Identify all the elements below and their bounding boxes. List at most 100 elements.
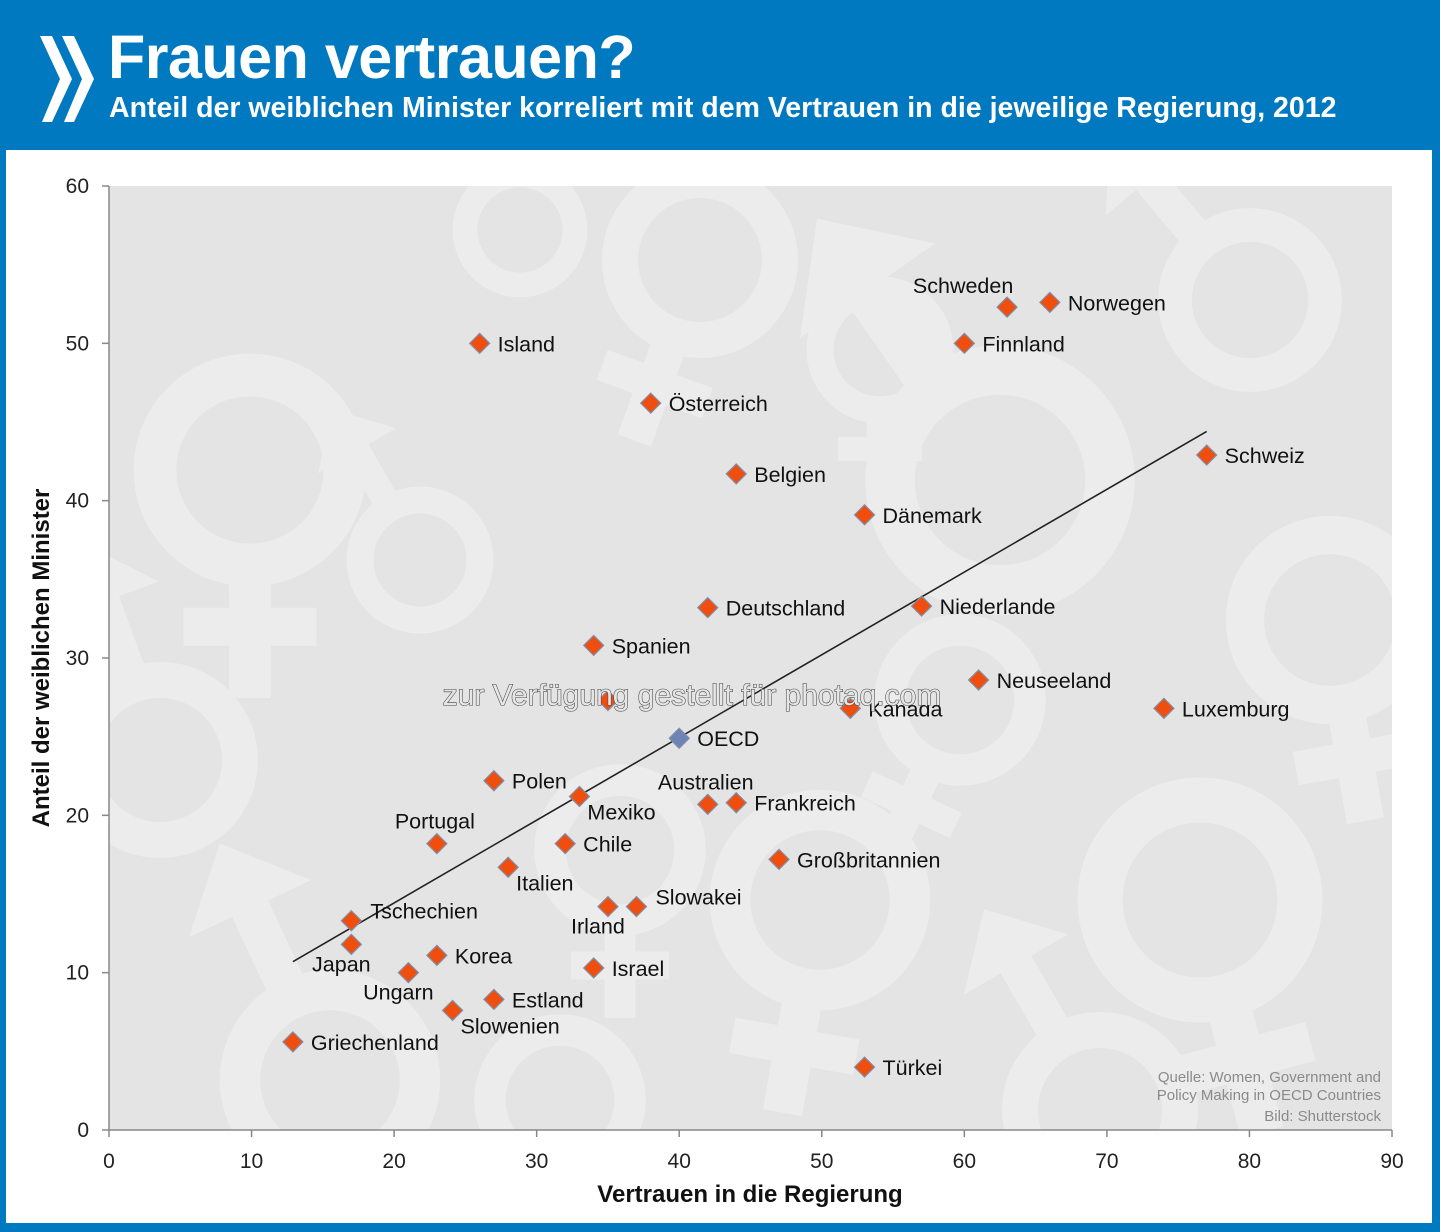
country-point (468, 332, 491, 355)
x-tick-label: 80 (1238, 1150, 1261, 1173)
source-line-1: Quelle: Women, Government and (1158, 1069, 1381, 1086)
country-point (839, 697, 862, 720)
y-tick-label: 10 (66, 962, 89, 985)
point-label: Korea (455, 944, 512, 968)
x-ticks: 0 10 20 30 40 50 60 70 80 90 (103, 1130, 1404, 1173)
country-point (725, 791, 748, 814)
male-symbol-icon (318, 409, 494, 634)
point-label: Österreich (669, 392, 768, 416)
point-label: Belgien (754, 463, 826, 487)
country-point (953, 332, 976, 355)
point-label: Deutschland (726, 597, 846, 621)
country-point (483, 988, 505, 1011)
x-tick-label: 30 (525, 1150, 548, 1173)
point-label: Japan (312, 952, 371, 976)
x-tick-label: 70 (1095, 1150, 1118, 1173)
country-point (910, 595, 933, 617)
x-tick-label: 20 (382, 1150, 405, 1173)
x-tick-label: 90 (1380, 1150, 1403, 1173)
y-axis-title: Anteil der weiblichen Minister (28, 489, 55, 828)
point-label: Luxemburg (1182, 697, 1290, 721)
country-point (497, 856, 520, 879)
y-tick-label: 40 (66, 490, 89, 513)
female-symbol-icon (709, 789, 931, 1117)
male-symbol-icon (1105, 186, 1342, 392)
country-point (696, 596, 719, 619)
x-tick-label: 50 (810, 1150, 833, 1173)
chart-subtitle: Anteil der weiblichen Minister korrelier… (109, 92, 1337, 124)
point-label: Italien (516, 871, 573, 895)
point-label: Polen (512, 770, 567, 794)
oecd-average-point (668, 727, 691, 750)
point-label: Australien (658, 770, 754, 794)
country-point (582, 957, 605, 979)
country-point (568, 785, 591, 808)
country-point (426, 832, 448, 855)
point-label: Slowakei (655, 886, 741, 910)
trendline (292, 430, 1208, 963)
point-label: Estland (512, 988, 584, 1012)
y-tick-label: 50 (66, 332, 89, 355)
x-tick-label: 40 (668, 1150, 691, 1173)
point-label: Finnland (982, 332, 1064, 356)
point-label: Chile (583, 833, 632, 857)
country-point (853, 503, 876, 526)
x-tick-label: 0 (103, 1150, 115, 1173)
y-tick-label: 60 (66, 175, 89, 198)
country-point (340, 909, 363, 932)
point-label: Ungarn (363, 981, 434, 1005)
point-label: Neuseeland (997, 669, 1112, 693)
source-note: Quelle: Women, Government and Policy Mak… (1157, 1069, 1382, 1125)
female-symbol-icon (1077, 777, 1323, 1130)
male-symbol-icon (188, 843, 441, 1130)
point-label: Kanada (868, 697, 942, 721)
country-point (1153, 697, 1175, 720)
country-point (582, 634, 605, 657)
female-symbol-icon (474, 1014, 646, 1130)
female-symbol-icon (596, 186, 798, 447)
female-symbol-icon (133, 353, 367, 698)
country-point (639, 392, 662, 414)
country-point (597, 689, 619, 712)
point-label: Portugal (395, 810, 475, 834)
point-label: OECD (697, 727, 759, 751)
gender-symbols-background (109, 186, 1392, 1130)
point-label: Irland (571, 915, 625, 939)
oecd-chevrons-icon (40, 36, 94, 122)
male-symbol-icon (437, 186, 588, 298)
country-point (725, 463, 748, 485)
point-label: Mexiko (587, 800, 655, 824)
source-line-2: Policy Making in OECD Countries (1157, 1087, 1381, 1104)
country-point (554, 832, 577, 855)
point-label: Israel (612, 957, 665, 981)
y-tick-label: 20 (66, 804, 89, 827)
point-label: Tschechien (370, 900, 478, 924)
point-label: Griechenland (311, 1031, 439, 1055)
country-point (696, 793, 719, 816)
point-label: Niederlande (940, 595, 1056, 619)
data-labels: Griechenland Tschechien Japan Ungarn Korea Sl… (311, 274, 1305, 1080)
point-label: Island (498, 332, 555, 356)
point-label: Schweiz (1225, 444, 1305, 468)
data-points (282, 291, 1218, 1078)
country-point (1039, 291, 1061, 314)
x-tick-label: 10 (240, 1150, 263, 1173)
country-point (426, 944, 448, 967)
country-point (853, 1056, 876, 1078)
country-point (597, 895, 619, 918)
point-label: Spanien (612, 634, 691, 658)
female-symbol-icon (1225, 515, 1392, 825)
female-symbol-icon (806, 276, 954, 494)
country-point (768, 848, 790, 871)
point-label: Großbritannien (797, 848, 940, 872)
country-point (483, 769, 505, 792)
point-label: Dänemark (883, 504, 982, 528)
x-axis-title: Vertrauen in die Regierung (597, 1181, 902, 1208)
y-tick-label: 30 (66, 647, 89, 670)
country-point (441, 999, 464, 1022)
female-symbol-icon (860, 614, 1046, 859)
point-label: Schweden (913, 274, 1013, 298)
header-banner: Frauen vertrauen? Anteil der weiblichen … (0, 0, 1440, 150)
source-line-3: Bild: Shutterstock (1264, 1108, 1381, 1125)
